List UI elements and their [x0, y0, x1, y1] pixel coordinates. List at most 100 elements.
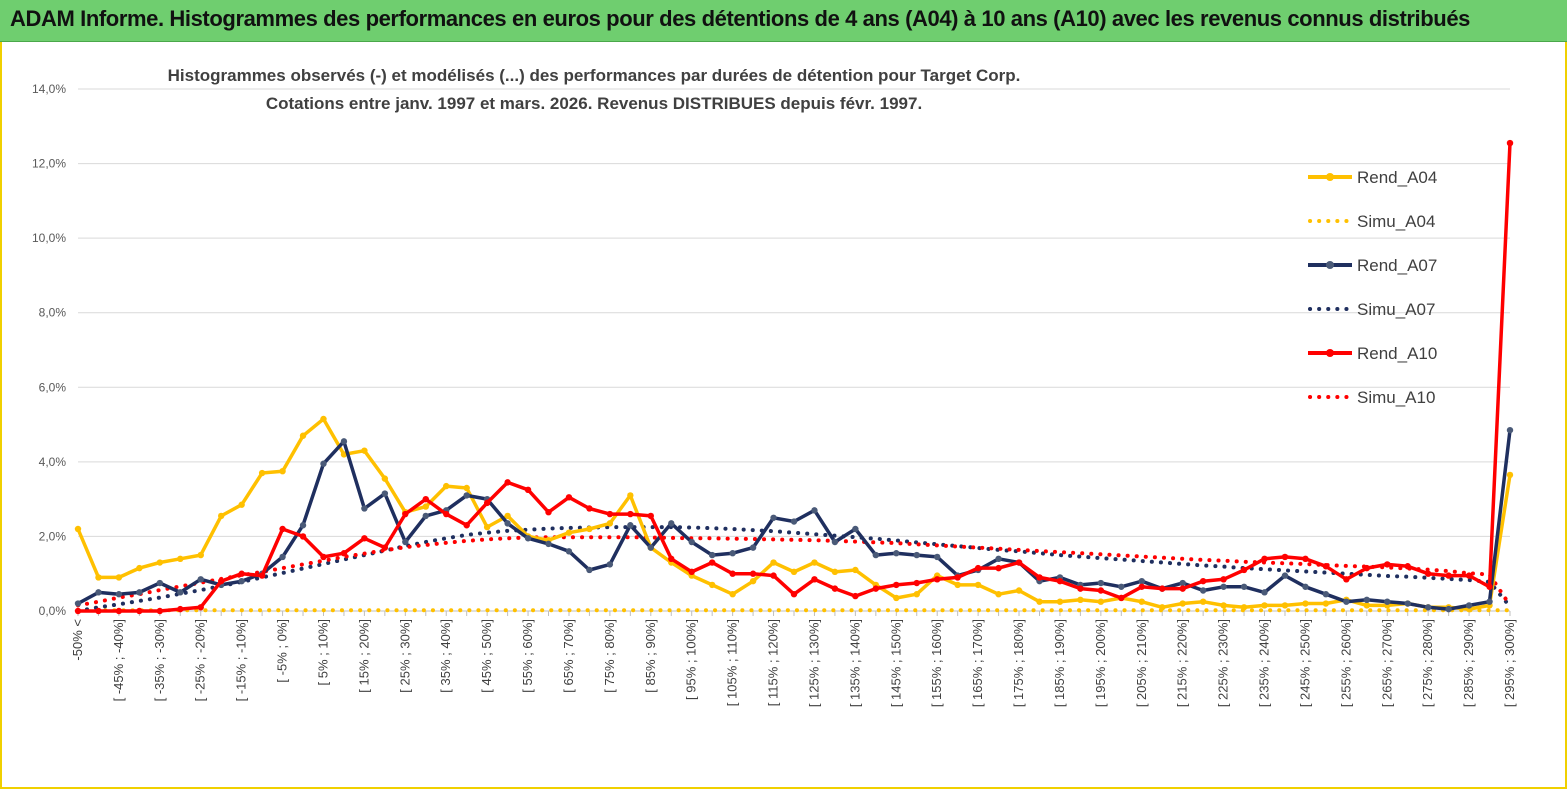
point-rend_a07: [422, 512, 429, 520]
point-rend_a04: [995, 591, 1002, 598]
point-rend_a10: [893, 581, 900, 589]
point-rend_a10: [156, 607, 164, 615]
point-rend_a07: [504, 520, 511, 527]
point-rend_a07: [1138, 577, 1145, 585]
point-rend_a04: [320, 415, 327, 423]
x-tick-label: [ -5% ; 0%]: [275, 619, 290, 683]
point-rend_a07: [811, 507, 818, 514]
point-rend_a04: [1056, 598, 1064, 605]
point-rend_a10: [954, 574, 961, 581]
point-rend_a07: [299, 522, 307, 529]
point-rend_a10: [463, 522, 470, 529]
y-tick-label: 2,0%: [39, 529, 67, 543]
point-rend_a10: [729, 570, 736, 577]
x-tick-label: [ 245% ; 250%]: [1297, 619, 1312, 707]
point-rend_a04: [361, 447, 368, 454]
point-rend_a10: [443, 510, 450, 518]
point-rend_a04: [586, 525, 593, 533]
point-rend_a07: [627, 522, 634, 529]
point-rend_a10: [1015, 559, 1023, 566]
legend-label: Simu_A10: [1357, 388, 1435, 407]
x-axis-ticks: -50% < [ -45% ; -40%] [ -35% ; -30%] [ -25%…: [70, 619, 1517, 707]
point-rend_a04: [422, 503, 429, 510]
y-tick-label: 10,0%: [32, 231, 66, 245]
report-title: ADAM Informe. Histogrammes des performan…: [10, 6, 1470, 31]
legend-item-simu_a10: Simu_A10: [1308, 388, 1435, 407]
point-rend_a10: [483, 499, 491, 507]
series-lines: [74, 139, 1514, 615]
point-rend_a07: [668, 520, 675, 527]
point-rend_a10: [770, 572, 777, 579]
line-simu_a10: [76, 535, 1512, 608]
point-rend_a04: [177, 555, 184, 562]
legend-item-rend_a04: Rend_A04: [1308, 168, 1437, 187]
point-rend_a04: [565, 529, 573, 536]
point-rend_a07: [136, 589, 143, 596]
x-tick-label: [ 95% ; 100%]: [684, 619, 699, 700]
point-rend_a10: [320, 553, 327, 561]
legend-label: Simu_A07: [1357, 300, 1435, 319]
y-tick-label: 6,0%: [39, 380, 67, 394]
x-tick-label: [ 5% ; 10%]: [315, 619, 330, 685]
point-rend_a07: [177, 589, 184, 596]
x-tick-label: [ -15% ; -10%]: [234, 619, 249, 701]
point-rend_a07: [197, 576, 204, 583]
point-rend_a07: [1506, 426, 1514, 434]
x-tick-label: -50% <: [70, 619, 85, 661]
point-rend_a10: [1343, 576, 1350, 583]
legend-label: Rend_A07: [1357, 256, 1437, 275]
point-rend_a04: [954, 581, 961, 589]
point-rend_a04: [218, 512, 225, 520]
point-rend_a10: [381, 544, 389, 551]
point-rend_a10: [647, 512, 654, 520]
point-rend_a07: [586, 566, 593, 574]
x-tick-label: [ 35% ; 40%]: [438, 619, 453, 693]
x-tick-label: [ 255% ; 260%]: [1338, 619, 1353, 707]
x-tick-label: [ 105% ; 110%]: [725, 619, 740, 706]
point-rend_a10: [1199, 577, 1207, 585]
point-rend_a04: [749, 577, 757, 585]
y-tick-label: 14,0%: [32, 82, 66, 96]
x-tick-label: [ 75% ; 80%]: [602, 619, 617, 693]
legend-marker: [1326, 261, 1334, 269]
x-tick-label: [ 135% ; 140%]: [847, 619, 862, 707]
series-rend_a07: [74, 426, 1514, 613]
point-rend_a10: [872, 585, 880, 592]
point-rend_a07: [1424, 604, 1432, 611]
point-rend_a04: [893, 594, 900, 602]
point-rend_a07: [831, 538, 839, 546]
x-tick-label: [ 275% ; 280%]: [1420, 619, 1435, 707]
point-rend_a10: [1056, 577, 1064, 585]
point-rend_a04: [913, 591, 920, 598]
point-rend_a07: [320, 460, 327, 467]
point-rend_a10: [340, 550, 348, 557]
y-tick-label: 4,0%: [39, 455, 67, 469]
x-tick-label: [ 55% ; 60%]: [520, 619, 535, 693]
point-rend_a10: [565, 494, 573, 501]
point-rend_a10: [95, 607, 102, 615]
x-tick-label: [ 175% ; 180%]: [1011, 619, 1026, 707]
point-rend_a07: [790, 518, 798, 525]
point-rend_a07: [852, 525, 859, 533]
point-rend_a10: [74, 607, 82, 615]
point-rend_a04: [852, 566, 859, 574]
point-rend_a04: [790, 568, 798, 576]
legend-marker: [1326, 173, 1334, 181]
point-rend_a07: [565, 548, 573, 555]
point-rend_a07: [463, 492, 470, 499]
point-rend_a07: [1445, 605, 1452, 613]
point-rend_a04: [1199, 598, 1207, 605]
point-rend_a10: [1159, 585, 1166, 592]
point-rend_a04: [381, 475, 389, 482]
point-rend_a04: [729, 591, 736, 598]
point-rend_a04: [1240, 604, 1248, 611]
x-tick-label: [ 125% ; 130%]: [806, 619, 821, 707]
point-rend_a10: [1404, 563, 1411, 570]
point-rend_a04: [831, 568, 839, 576]
point-rend_a07: [1343, 598, 1350, 605]
point-rend_a10: [545, 508, 552, 516]
point-rend_a04: [1506, 471, 1514, 479]
point-rend_a04: [463, 484, 470, 492]
x-tick-label: [ -25% ; -20%]: [193, 619, 208, 701]
x-tick-label: [ 265% ; 270%]: [1379, 619, 1394, 707]
